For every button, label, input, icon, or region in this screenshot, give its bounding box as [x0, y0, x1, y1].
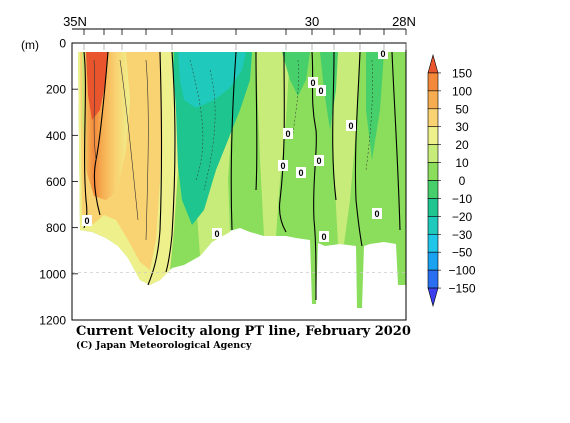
field-band-light-green — [256, 52, 290, 236]
contour-lines — [83, 51, 401, 301]
y-tick-label: 1200 — [39, 314, 66, 328]
colorbar-label: −30 — [452, 228, 473, 242]
chart-credit: (C) Japan Meteorological Agency — [76, 340, 252, 351]
colorbar-label: 100 — [452, 84, 472, 98]
station-markers — [83, 43, 407, 50]
y-tick-label: 200 — [46, 83, 66, 97]
svg-text:0: 0 — [374, 209, 379, 219]
y-axis-label: (m) — [21, 38, 39, 52]
contour-labels: 0 0 0 0 0 0 0 0 0 0 0 0 — [82, 48, 388, 242]
colorbar-segment — [427, 233, 439, 253]
svg-text:0: 0 — [285, 129, 290, 139]
field-negative-core — [178, 52, 246, 108]
colorbar-segment — [427, 180, 439, 199]
colorbar-label: 50 — [455, 102, 469, 116]
colorbar-segment — [427, 251, 439, 271]
colorbar-segment — [427, 72, 439, 92]
colorbar-segment — [427, 108, 439, 128]
contour-label-0: 0 — [296, 167, 306, 178]
svg-text:0: 0 — [321, 232, 326, 242]
colorbar-label: 10 — [455, 156, 469, 170]
contour-label-0: 0 — [278, 160, 288, 171]
field-band-light-green — [330, 52, 360, 244]
chart-title: Current Velocity along PT line, February… — [76, 324, 411, 339]
x-tick-label: 28N — [392, 14, 416, 29]
svg-text:0: 0 — [84, 216, 89, 226]
x-tick-label: 35N — [63, 14, 87, 29]
contour-label-0: 0 — [314, 155, 324, 166]
y-tick-label: 800 — [46, 221, 66, 235]
colorbar-label: −150 — [448, 282, 475, 296]
station-ticks — [83, 29, 407, 35]
colorbar-label: −50 — [452, 246, 473, 260]
contour-label-0: 0 — [283, 128, 293, 139]
colorbar-label: 150 — [452, 66, 472, 80]
contour-lines-thin — [189, 59, 373, 191]
contour-lines-thin — [93, 59, 149, 241]
colorbar-segment — [427, 144, 439, 163]
field-positive-core — [86, 52, 108, 120]
field-negative-core — [282, 52, 310, 96]
colorbar-segment — [427, 90, 439, 110]
colorbar-segment — [427, 269, 439, 289]
colorbar-segment — [427, 216, 439, 235]
contour-label-0: 0 — [308, 77, 318, 88]
colorbar-label: −20 — [452, 210, 473, 224]
svg-text:0: 0 — [310, 78, 315, 88]
contour-label-0: 0 — [372, 208, 382, 219]
colorbar-segment — [427, 198, 439, 217]
contour-label-0: 0 — [346, 120, 356, 131]
colorbar-segment — [427, 162, 439, 181]
contour-label-0: 0 — [212, 228, 222, 239]
colorbar-label: 0 — [459, 174, 466, 188]
svg-text:0: 0 — [214, 229, 219, 239]
svg-text:0: 0 — [318, 86, 323, 96]
svg-text:0: 0 — [316, 156, 321, 166]
colorbar-label: 20 — [455, 138, 469, 152]
field-negative-core — [366, 52, 384, 160]
contour-label-0: 0 — [316, 85, 326, 96]
y-tick-label: 0 — [59, 37, 66, 51]
contour-label-0: 0 — [82, 215, 92, 226]
svg-text:0: 0 — [280, 161, 285, 171]
svg-text:0: 0 — [348, 121, 353, 131]
colorbar-label: −100 — [448, 264, 475, 278]
colorbar-label: 30 — [455, 120, 469, 134]
velocity-field: 0 0 0 0 0 0 0 0 0 0 0 0 — [78, 48, 406, 308]
colorbar-segment — [427, 287, 439, 308]
y-axis-ticks: 0 200 400 600 800 1000 1200 — [39, 37, 78, 328]
y-tick-label: 1000 — [39, 267, 66, 281]
y-tick-label: 600 — [46, 175, 66, 189]
colorbar-label: −10 — [452, 192, 473, 206]
x-tick-label: 30 — [305, 14, 319, 29]
colorbar-segment — [427, 126, 439, 145]
svg-text:0: 0 — [380, 49, 385, 59]
y-tick-label: 400 — [46, 129, 66, 143]
contour-label-0: 0 — [319, 231, 329, 242]
contour-label-0: 0 — [378, 48, 388, 59]
svg-text:0: 0 — [298, 168, 303, 178]
colorbar-segment — [427, 53, 439, 74]
